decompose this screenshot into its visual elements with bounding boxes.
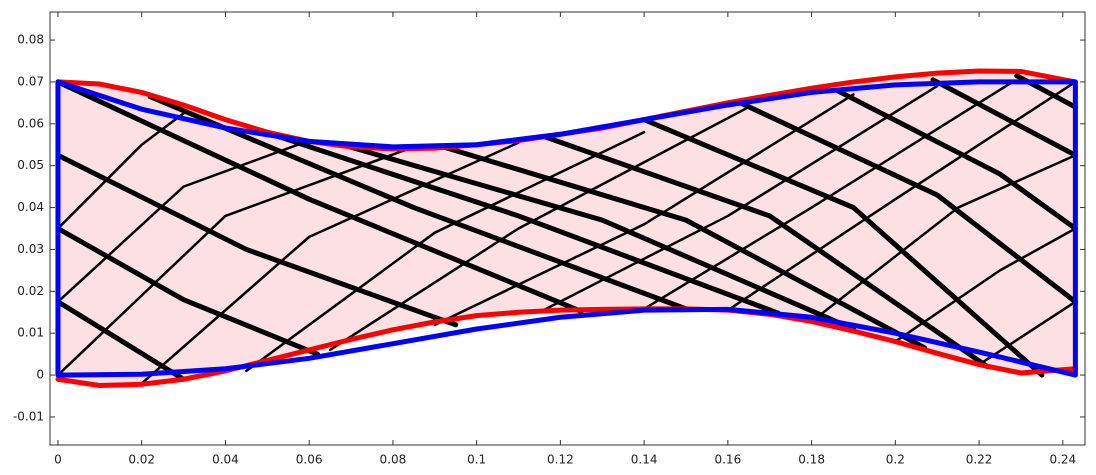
x-tick-label: 0.08 (380, 453, 407, 467)
curve (834, 87, 1078, 231)
plot-area (55, 68, 1078, 389)
x-tick-label: 0.16 (714, 453, 741, 467)
y-tick-label: 0.05 (17, 158, 44, 172)
curve (538, 84, 939, 314)
x-tick-label: 0.12 (547, 453, 574, 467)
curve (930, 77, 1078, 158)
curve (245, 130, 646, 373)
x-tick-label: 0.2 (886, 453, 905, 467)
y-tick-label: -0.01 (13, 409, 44, 423)
x-tick-label: 0.04 (212, 453, 239, 467)
axes: 0 0.02 0.04 0.06 0.08 0.1 0.12 0.14 0.16 0.18 0.2 0… (13, 12, 1085, 467)
y-tick-label: 0 (36, 368, 44, 382)
x-tick-label: 0.1 (467, 453, 486, 467)
curve (56, 112, 185, 230)
x-tick-label: 0.02 (128, 453, 155, 467)
x-tick-label: 0.18 (798, 453, 825, 467)
y-tick-label: 0.04 (17, 200, 44, 214)
x-tick-label: 0.22 (966, 453, 993, 467)
curve (140, 141, 520, 385)
curve (328, 105, 751, 352)
curve (433, 93, 855, 327)
curve (55, 79, 584, 314)
curve (726, 80, 1077, 312)
curve (55, 152, 459, 328)
curve (737, 100, 1078, 305)
curve (340, 142, 856, 332)
curve (147, 94, 689, 312)
curve (810, 153, 1077, 323)
x-tick-label: 0 (54, 453, 62, 467)
curve (56, 145, 416, 377)
x-tick-label: 0.06 (296, 453, 323, 467)
curve (894, 227, 1077, 343)
curve (541, 133, 990, 370)
y-tick-label: 0.01 (17, 326, 44, 340)
x-tick-label: 0.24 (1049, 453, 1076, 467)
curve (56, 139, 311, 304)
curve (641, 117, 1045, 378)
x-tick-label: 0.14 (631, 453, 658, 467)
curve (440, 144, 928, 351)
curve (55, 226, 321, 357)
curve (642, 80, 1014, 311)
y-tick-label: 0.07 (17, 74, 44, 88)
y-tick-label: 0.06 (17, 116, 44, 130)
axes-frame (49, 11, 1086, 446)
y-tick-label: 0.08 (17, 33, 44, 47)
y-tick-label: 0.02 (17, 284, 44, 298)
curve (55, 79, 1078, 378)
y-tick-label: 0.03 (17, 242, 44, 256)
